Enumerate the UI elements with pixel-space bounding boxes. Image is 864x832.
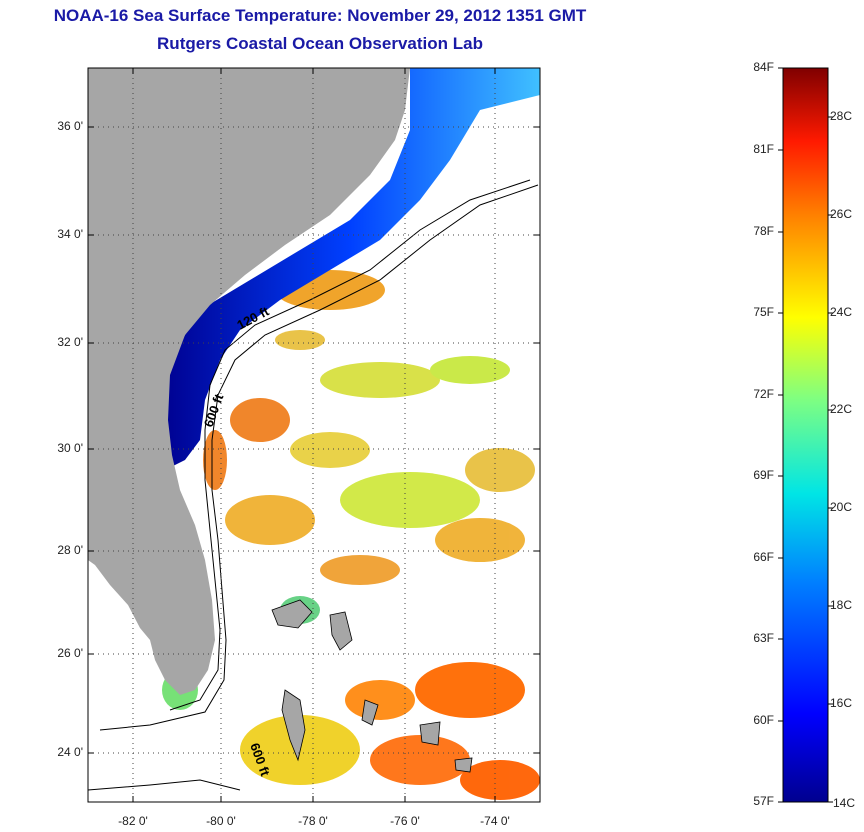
colorbar-c-18: 18C — [830, 598, 853, 612]
lon-label-76: -76 0' — [390, 814, 420, 828]
land-mass — [88, 68, 410, 695]
map-subtitle: Rutgers Coastal Ocean Observation Lab — [157, 34, 483, 53]
colorbar-f-72: 72F — [753, 387, 774, 401]
colorbar-f-69: 69F — [753, 468, 774, 482]
lon-label-80: -80 0' — [206, 814, 236, 828]
bahamas-islands — [271, 599, 473, 773]
lat-label-28: 28 0' — [57, 543, 83, 557]
lat-label-34: 34 0' — [57, 227, 83, 241]
colorbar-f-78: 78F — [753, 224, 774, 238]
lat-label-36: 36 0' — [57, 119, 83, 133]
lon-label-74: -74 0' — [480, 814, 510, 828]
colorbar-f-81: 81F — [753, 142, 774, 156]
colorbar-f-57: 57F — [753, 794, 774, 808]
colorbar — [782, 67, 829, 803]
depth-contours — [88, 179, 539, 791]
colorbar-c-24: 24C — [830, 305, 853, 319]
coastal-cold-band — [160, 68, 540, 470]
map-title: NOAA-16 Sea Surface Temperature: Novembe… — [53, 6, 587, 25]
colorbar-f-84: 84F — [753, 60, 774, 74]
sst-warm-patches — [162, 270, 540, 800]
colorbar-c-16: 16C — [830, 696, 853, 710]
colorbar-c-28: 28C — [830, 109, 853, 123]
colorbar-f-75: 75F — [753, 305, 774, 319]
lat-label-24: 24 0' — [57, 745, 83, 759]
lat-label-32: 32 0' — [57, 335, 83, 349]
lon-label-78: -78 0' — [298, 814, 328, 828]
graticule — [88, 68, 540, 802]
colorbar-ticks — [778, 67, 833, 803]
colorbar-c-20: 20C — [830, 500, 853, 514]
colorbar-c-22: 22C — [830, 402, 853, 416]
colorbar-c-14: 14C — [833, 796, 856, 810]
lat-label-30: 30 0' — [57, 441, 83, 455]
colorbar-f-66: 66F — [753, 550, 774, 564]
lon-label-82: -82 0' — [118, 814, 148, 828]
colorbar-f-60: 60F — [753, 713, 774, 727]
axis-ticks — [88, 68, 540, 802]
lat-label-26: 26 0' — [57, 646, 83, 660]
colorbar-f-63: 63F — [753, 631, 774, 645]
colorbar-c-26: 26C — [830, 207, 853, 221]
